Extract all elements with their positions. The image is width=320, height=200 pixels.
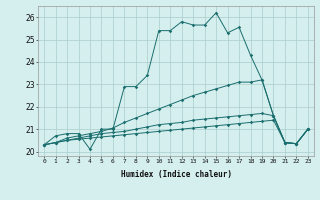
X-axis label: Humidex (Indice chaleur): Humidex (Indice chaleur) xyxy=(121,170,231,179)
